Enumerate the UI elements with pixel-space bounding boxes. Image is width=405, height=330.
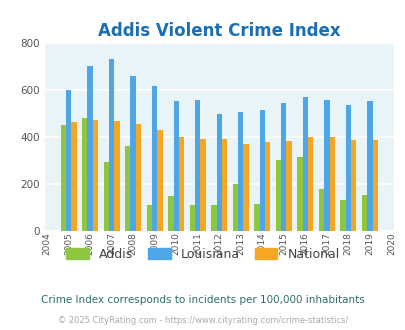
Bar bbox=[259, 110, 264, 231]
Bar bbox=[71, 122, 77, 231]
Bar bbox=[103, 162, 109, 231]
Bar bbox=[302, 97, 307, 231]
Bar bbox=[114, 121, 119, 231]
Bar bbox=[237, 112, 243, 231]
Bar bbox=[130, 76, 136, 231]
Bar bbox=[339, 200, 345, 231]
Bar bbox=[87, 66, 93, 231]
Bar bbox=[168, 196, 173, 231]
Bar bbox=[366, 101, 372, 231]
Bar bbox=[280, 103, 286, 231]
Title: Addis Violent Crime Index: Addis Violent Crime Index bbox=[98, 22, 340, 40]
Text: © 2025 CityRating.com - https://www.cityrating.com/crime-statistics/: © 2025 CityRating.com - https://www.city… bbox=[58, 316, 347, 325]
Bar bbox=[211, 205, 216, 231]
Bar bbox=[286, 141, 291, 231]
Bar bbox=[243, 145, 248, 231]
Bar bbox=[350, 141, 356, 231]
Bar bbox=[372, 141, 377, 231]
Bar bbox=[109, 59, 114, 231]
Text: Crime Index corresponds to incidents per 100,000 inhabitants: Crime Index corresponds to incidents per… bbox=[41, 295, 364, 305]
Bar bbox=[82, 118, 87, 231]
Bar bbox=[361, 195, 366, 231]
Bar bbox=[222, 139, 227, 231]
Bar bbox=[296, 157, 302, 231]
Legend: Addis, Louisiana, National: Addis, Louisiana, National bbox=[61, 243, 344, 266]
Bar bbox=[329, 137, 334, 231]
Bar bbox=[93, 120, 98, 231]
Bar bbox=[254, 204, 259, 231]
Bar bbox=[157, 130, 162, 231]
Bar bbox=[179, 137, 184, 231]
Bar bbox=[60, 125, 66, 231]
Bar bbox=[264, 142, 270, 231]
Bar bbox=[151, 86, 157, 231]
Bar bbox=[194, 100, 200, 231]
Bar bbox=[323, 100, 329, 231]
Bar bbox=[125, 147, 130, 231]
Bar bbox=[232, 184, 237, 231]
Bar bbox=[136, 124, 141, 231]
Bar bbox=[216, 114, 222, 231]
Bar bbox=[200, 139, 205, 231]
Bar bbox=[345, 105, 350, 231]
Bar bbox=[66, 90, 71, 231]
Bar bbox=[318, 189, 323, 231]
Bar bbox=[173, 101, 179, 231]
Bar bbox=[189, 205, 194, 231]
Bar bbox=[275, 160, 280, 231]
Bar bbox=[307, 137, 313, 231]
Bar bbox=[146, 205, 151, 231]
